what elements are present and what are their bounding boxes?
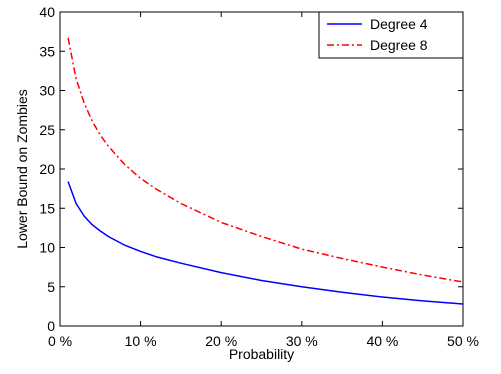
plot-area bbox=[59, 11, 464, 327]
x-axis-label: Probability bbox=[229, 346, 294, 362]
series-line-degree-4 bbox=[67, 181, 464, 305]
y-tick-label: 15 bbox=[39, 200, 55, 216]
y-tick-label: 0 bbox=[47, 318, 55, 334]
y-tick-label: 20 bbox=[39, 161, 55, 177]
x-tick-label: 0 % bbox=[48, 333, 72, 349]
x-tick-label: 50 % bbox=[447, 333, 479, 349]
x-tick-label: 20 % bbox=[205, 333, 237, 349]
legend: Degree 4 Degree 8 bbox=[318, 11, 464, 59]
legend-box bbox=[318, 11, 464, 59]
y-axis-label: Lower Bound on Zombies bbox=[14, 89, 30, 249]
y-tick-label: 30 bbox=[39, 83, 55, 99]
y-tick-label: 40 bbox=[39, 4, 55, 20]
series-layer bbox=[67, 37, 464, 305]
legend-label-degree-8: Degree 8 bbox=[370, 37, 428, 53]
x-tick-label: 30 % bbox=[286, 333, 318, 349]
y-tick-label: 25 bbox=[39, 122, 55, 138]
y-tick-label: 35 bbox=[39, 43, 55, 59]
legend-label-degree-4: Degree 4 bbox=[370, 16, 428, 32]
x-tick-label: 40 % bbox=[366, 333, 398, 349]
x-tick-label: 10 % bbox=[125, 333, 157, 349]
axis-ticks: 0 % 10 % 20 % 30 % 40 % 50 % 0 5 10 15 20 25 30 35 40 bbox=[39, 4, 479, 349]
y-tick-label: 10 bbox=[39, 240, 55, 256]
y-tick-label: 5 bbox=[47, 279, 55, 295]
series-line-degree-8 bbox=[67, 37, 464, 283]
